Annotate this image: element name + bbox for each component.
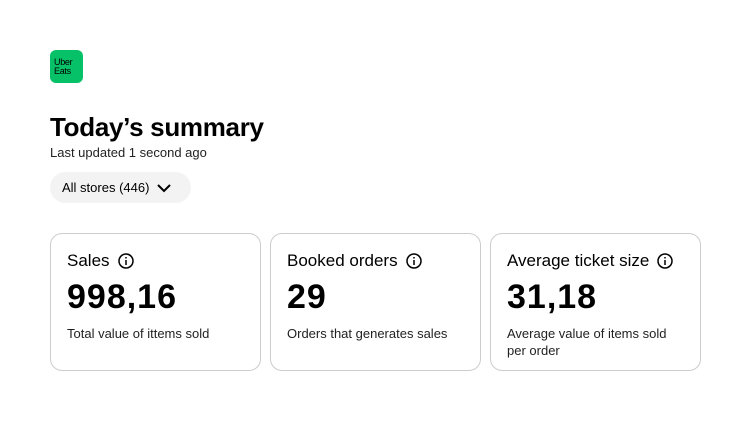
info-icon[interactable] <box>405 253 422 269</box>
card-value: 29 <box>287 278 327 316</box>
card-label-text: Booked orders <box>287 251 398 270</box>
card-value: 31,18 <box>507 278 598 316</box>
card-value: 998,16 <box>67 278 177 316</box>
metric-card: Sales 998,16 Total value of ittems sold <box>50 233 261 371</box>
card-description: Total value of ittems sold <box>67 326 210 341</box>
metric-card: Booked orders 29 Orders that generates sal… <box>270 233 481 371</box>
subtitle: Last updated 1 second ago <box>50 145 207 160</box>
card-label-text: Average ticket size <box>507 251 650 270</box>
info-icon[interactable] <box>117 253 134 269</box>
card-description: Orders that generates sales <box>287 326 448 341</box>
filter-label: All stores (446) <box>62 180 150 195</box>
title: Today’s summary <box>50 112 264 142</box>
card-label: Booked orders <box>287 250 464 272</box>
logo-text: Uber <box>54 56 73 67</box>
logo-text: Eats <box>54 65 71 76</box>
card-label-text: Sales <box>67 251 110 270</box>
card-label: Average ticket size <box>507 250 684 272</box>
card-label: Sales <box>67 250 244 272</box>
chevron-icon <box>157 183 172 192</box>
metric-card: Average ticket size 31,18 Average value of… <box>490 233 701 371</box>
store-filter[interactable]: All stores (446) <box>50 172 191 203</box>
logo: Uber Eats <box>50 50 83 83</box>
info-icon[interactable] <box>657 253 674 269</box>
card-description: Average value of items sold per order <box>507 326 667 358</box>
